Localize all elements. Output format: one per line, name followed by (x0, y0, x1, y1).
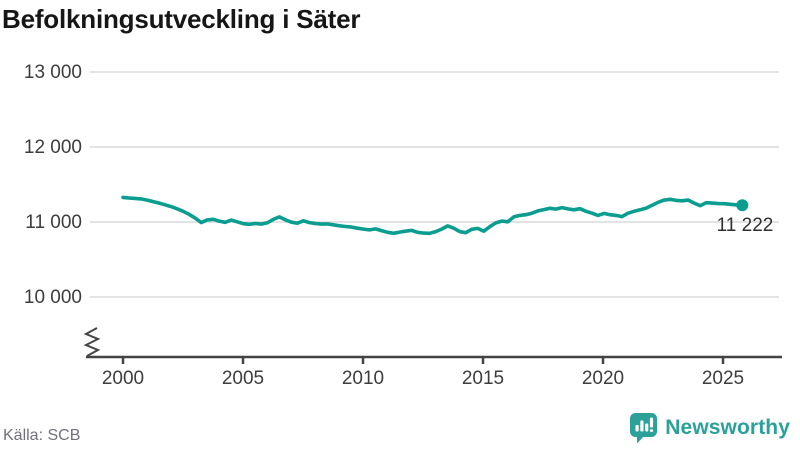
x-axis-labels: 2000 2005 2010 2015 2020 2025 (102, 368, 744, 389)
y-tick-label: 10 000 (24, 287, 82, 308)
source-label: Källa: SCB (3, 427, 81, 444)
x-tick-label: 2000 (102, 368, 144, 389)
newsworthy-wordmark: Newsworthy (665, 416, 790, 439)
x-tick-label: 2020 (582, 368, 624, 389)
y-tick-label: 12 000 (24, 137, 82, 158)
x-tick-label: 2010 (342, 368, 384, 389)
x-tick-label: 2015 (462, 368, 504, 389)
newsworthy-chart-speech-bubble-icon (630, 413, 658, 444)
axis-break-icon (83, 327, 101, 357)
last-value-label: 11 222 (717, 215, 774, 236)
population-line-chart: 13 000 12 000 11 000 10 000 11 222 2000 … (24, 62, 782, 389)
newsworthy-logo: Newsworthy (629, 412, 790, 444)
x-axis: 2000 2005 2010 2015 2020 2025 (83, 327, 782, 389)
gridlines (90, 71, 779, 298)
y-axis-labels: 13 000 12 000 11 000 10 000 (24, 62, 82, 308)
population-line-series (121, 195, 745, 236)
x-axis-ticks (121, 357, 725, 364)
x-tick-label: 2025 (702, 368, 744, 389)
last-point-dot (736, 199, 749, 212)
y-tick-label: 13 000 (24, 62, 82, 83)
x-tick-label: 2005 (222, 368, 264, 389)
chart-title: Befolkningsutveckling i Säter (2, 4, 361, 34)
y-tick-label: 11 000 (25, 212, 82, 233)
